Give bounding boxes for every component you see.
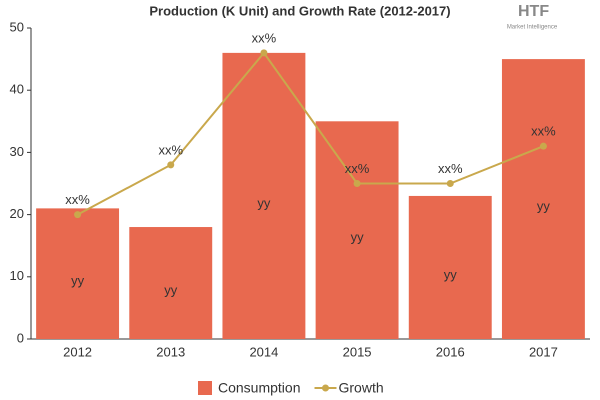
bar-value-label: yy [351, 230, 365, 245]
line-marker [446, 180, 454, 187]
x-tick-label: 2016 [436, 344, 465, 359]
line [77, 51, 544, 216]
x-tick-label: 2017 [529, 344, 558, 359]
bar-value-label: yy [164, 282, 178, 297]
bar [36, 208, 120, 339]
line-marker [539, 142, 547, 150]
legend-swatch [322, 384, 329, 392]
x-tick-label: 2015 [343, 344, 372, 359]
chart-title: Production (K Unit) and Growth Rate (201… [149, 3, 450, 18]
line-value-label: xx% [531, 124, 556, 139]
bar [501, 59, 585, 339]
y-tick-label: 40 [10, 82, 24, 97]
bar [129, 227, 213, 339]
bar-value-label: yy [444, 267, 458, 282]
bar-value-label: yy [257, 195, 271, 210]
line-value-label: xx% [252, 30, 277, 45]
x-tick-label: 2012 [63, 344, 92, 359]
bar [315, 121, 399, 339]
line-value-label: xx% [438, 161, 463, 176]
logo-tagline: Market Intelligence [507, 25, 558, 31]
legend-label: Growth [339, 380, 384, 396]
bar [408, 195, 492, 339]
bar-value-label: yy [71, 273, 85, 288]
logo-brand: HTF [518, 3, 549, 20]
line-marker [260, 49, 268, 57]
y-tick-label: 20 [10, 206, 24, 221]
y-tick-label: 30 [10, 144, 24, 159]
y-tick-label: 0 [17, 330, 24, 345]
line-marker [353, 180, 361, 187]
y-tick-label: 50 [10, 19, 24, 34]
x-tick-label: 2014 [249, 344, 278, 359]
legend-label: Consumption [218, 380, 301, 396]
legend-swatch [198, 381, 212, 395]
bar [222, 52, 306, 339]
line-marker [167, 161, 175, 169]
line-value-label: xx% [158, 142, 183, 157]
y-tick-label: 10 [10, 268, 24, 283]
line-marker [74, 211, 82, 219]
bar-value-label: yy [537, 198, 551, 213]
x-tick-label: 2013 [156, 344, 185, 359]
line-value-label: xx% [345, 161, 370, 176]
line-value-label: xx% [65, 192, 90, 207]
